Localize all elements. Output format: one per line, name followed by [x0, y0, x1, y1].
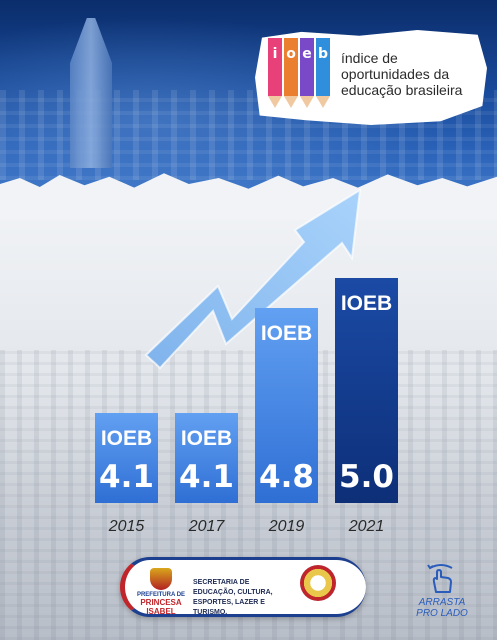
value-label-2015: 4.1 [99, 459, 154, 495]
growth-arrow [144, 188, 362, 370]
pencil-i: i [268, 38, 282, 108]
bar-2021 [335, 278, 398, 503]
swipe-hint: ARRASTA PRO LADO [404, 597, 480, 619]
year-label-2015: 2015 [108, 518, 145, 535]
value-label-2019: 4.8 [259, 459, 314, 495]
city-crest-icon [150, 568, 172, 590]
tagline-line-3: educação brasileira [341, 82, 463, 98]
bar-2019 [255, 308, 318, 503]
ioeb-pencil-logo: i o e b [268, 38, 334, 120]
year-label-2021: 2021 [348, 518, 385, 535]
bar-label-2021: IOEB [341, 292, 392, 315]
bar-label-2015: IOEB [101, 427, 152, 450]
city-hall-label: PREFEITURA DE [136, 592, 186, 598]
department-line-2: ESPORTES, LAZER E TURISMO. [193, 599, 265, 616]
department-line-1: SECRETARIA DE EDUCAÇÃO, CULTURA, [193, 579, 273, 596]
year-label-2019: 2019 [268, 518, 305, 535]
bar-2015 [95, 413, 158, 503]
year-label-2017: 2017 [188, 518, 226, 535]
swipe-hand-icon [427, 564, 453, 593]
pencil-o: o [284, 38, 298, 108]
tagline-line-1: índice de [341, 50, 398, 66]
bar-label-2017: IOEB [181, 427, 232, 450]
logo-letter-e: e [302, 46, 312, 62]
logo-letter-b: b [317, 46, 329, 62]
logo-letter-i: i [272, 46, 278, 62]
pencil-e: e [300, 38, 314, 108]
value-label-2021: 5.0 [339, 459, 394, 495]
bar-label-2019: IOEB [261, 322, 312, 345]
city-hall-logo: PREFEITURA DE PRINCESA ISABEL [131, 592, 191, 616]
swipe-line-1: ARRASTA [418, 597, 466, 608]
city-name: PRINCESA ISABEL [140, 598, 182, 616]
bar-2017 [175, 413, 238, 503]
department-emblem-icon [300, 565, 336, 601]
department-name: SECRETARIA DE EDUCAÇÃO, CULTURA, ESPORTE… [193, 578, 293, 618]
ioeb-tagline: índice de oportunidades da educação bras… [341, 50, 487, 98]
value-label-2017: 4.1 [179, 459, 234, 495]
tagline-line-2: oportunidades da [341, 66, 450, 82]
swipe-line-2: PRO LADO [416, 608, 468, 619]
logo-letter-o: o [286, 46, 296, 62]
pencil-b: b [316, 38, 330, 108]
